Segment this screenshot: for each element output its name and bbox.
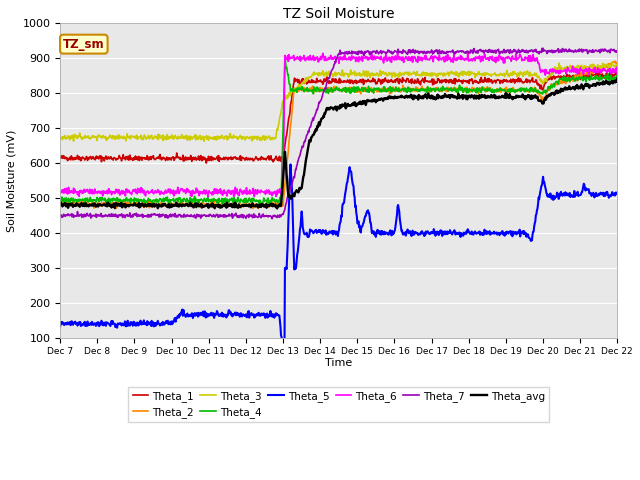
Theta_6 bbox=[302, 56, 310, 62]
Line: Theta_3: Theta_3 bbox=[60, 62, 617, 141]
Theta_avg bbox=[492, 93, 499, 98]
Line: Theta_4: Theta_4 bbox=[60, 59, 617, 204]
Theta_6 bbox=[613, 72, 621, 77]
Theta_7 bbox=[268, 216, 276, 222]
Theta_6 bbox=[502, 55, 509, 60]
Theta_6 bbox=[282, 57, 290, 62]
Theta_4 bbox=[113, 195, 121, 201]
Theta_7 bbox=[302, 134, 310, 140]
Line: Theta_2: Theta_2 bbox=[60, 61, 617, 208]
Theta_4 bbox=[281, 56, 289, 61]
Theta_6 bbox=[113, 189, 121, 195]
Theta_6 bbox=[56, 189, 64, 195]
Theta_7 bbox=[113, 214, 121, 220]
Theta_6 bbox=[204, 194, 212, 200]
Theta_4 bbox=[283, 64, 291, 70]
Theta_2 bbox=[113, 198, 121, 204]
Theta_2 bbox=[613, 60, 621, 66]
Theta_2 bbox=[282, 172, 290, 178]
Theta_7 bbox=[540, 46, 547, 51]
Theta_4 bbox=[613, 74, 621, 80]
Theta_2 bbox=[492, 89, 499, 95]
Theta_avg bbox=[56, 202, 64, 208]
Line: Theta_6: Theta_6 bbox=[60, 53, 617, 197]
Theta_1 bbox=[613, 71, 621, 76]
Legend: Theta_1, Theta_2, Theta_3, Theta_4, Theta_5, Theta_6, Theta_7, Theta_avg: Theta_1, Theta_2, Theta_3, Theta_4, Thet… bbox=[129, 387, 549, 422]
Y-axis label: Soil Moisture (mV): Soil Moisture (mV) bbox=[7, 129, 17, 232]
Theta_4 bbox=[440, 85, 447, 91]
Theta_5 bbox=[280, 364, 288, 370]
Theta_7 bbox=[56, 213, 64, 218]
Theta_5 bbox=[113, 325, 121, 331]
Theta_1 bbox=[612, 69, 620, 74]
Theta_5 bbox=[440, 231, 447, 237]
Theta_2 bbox=[254, 205, 262, 211]
Theta_3 bbox=[56, 135, 64, 141]
Theta_1 bbox=[282, 134, 290, 140]
Theta_1 bbox=[492, 78, 499, 84]
Theta_1 bbox=[113, 156, 121, 161]
Theta_avg bbox=[501, 95, 509, 100]
Theta_7 bbox=[501, 50, 509, 56]
Theta_3 bbox=[501, 72, 509, 77]
Theta_2 bbox=[501, 85, 509, 91]
Theta_7 bbox=[282, 201, 290, 206]
Theta_5 bbox=[282, 264, 290, 270]
Text: TZ_sm: TZ_sm bbox=[63, 37, 104, 50]
Theta_3 bbox=[302, 75, 310, 81]
X-axis label: Time: Time bbox=[325, 358, 353, 368]
Line: Theta_7: Theta_7 bbox=[60, 48, 617, 219]
Theta_3 bbox=[492, 70, 499, 76]
Theta_4 bbox=[141, 201, 149, 207]
Theta_5 bbox=[56, 323, 64, 329]
Theta_5 bbox=[492, 230, 500, 236]
Title: TZ Soil Moisture: TZ Soil Moisture bbox=[283, 7, 394, 21]
Theta_3 bbox=[113, 135, 121, 141]
Theta_4 bbox=[303, 87, 310, 93]
Theta_5 bbox=[502, 232, 509, 238]
Theta_2 bbox=[56, 199, 64, 205]
Theta_5 bbox=[287, 162, 294, 168]
Theta_6 bbox=[492, 60, 500, 65]
Theta_avg bbox=[113, 203, 121, 208]
Theta_1 bbox=[302, 78, 310, 84]
Theta_2 bbox=[302, 85, 310, 91]
Theta_1 bbox=[501, 78, 509, 84]
Theta_2 bbox=[611, 59, 619, 64]
Theta_5 bbox=[303, 230, 310, 236]
Theta_3 bbox=[282, 93, 290, 98]
Theta_7 bbox=[613, 48, 621, 54]
Theta_avg bbox=[302, 156, 310, 162]
Theta_avg bbox=[440, 93, 447, 99]
Theta_6 bbox=[464, 50, 472, 56]
Line: Theta_5: Theta_5 bbox=[60, 165, 617, 367]
Line: Theta_1: Theta_1 bbox=[60, 72, 617, 163]
Theta_avg bbox=[273, 205, 281, 211]
Theta_5 bbox=[613, 190, 621, 195]
Theta_3 bbox=[608, 60, 616, 65]
Theta_1 bbox=[202, 160, 210, 166]
Theta_1 bbox=[56, 154, 64, 160]
Line: Theta_avg: Theta_avg bbox=[60, 79, 617, 208]
Theta_1 bbox=[440, 79, 447, 84]
Theta_3 bbox=[440, 73, 447, 79]
Theta_4 bbox=[492, 87, 500, 93]
Theta_4 bbox=[56, 200, 64, 205]
Theta_avg bbox=[613, 76, 621, 82]
Theta_3 bbox=[613, 63, 621, 69]
Theta_avg bbox=[282, 164, 290, 169]
Theta_6 bbox=[440, 54, 447, 60]
Theta_2 bbox=[440, 86, 447, 92]
Theta_7 bbox=[440, 50, 447, 56]
Theta_4 bbox=[502, 88, 509, 94]
Theta_7 bbox=[492, 48, 499, 53]
Theta_3 bbox=[200, 138, 208, 144]
